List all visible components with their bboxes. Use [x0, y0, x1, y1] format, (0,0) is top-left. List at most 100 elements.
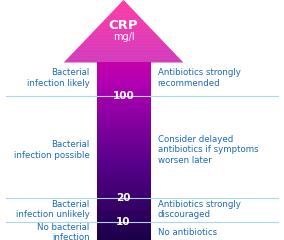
Polygon shape: [97, 219, 151, 220]
Polygon shape: [97, 125, 151, 126]
Polygon shape: [97, 115, 151, 116]
Polygon shape: [97, 79, 151, 80]
Polygon shape: [112, 11, 135, 12]
Polygon shape: [89, 35, 158, 36]
Polygon shape: [97, 103, 151, 104]
Polygon shape: [97, 67, 151, 68]
Polygon shape: [111, 12, 136, 13]
Text: 10: 10: [116, 217, 131, 227]
Polygon shape: [86, 39, 161, 40]
Polygon shape: [97, 237, 151, 238]
Text: 100: 100: [113, 91, 134, 101]
Polygon shape: [97, 226, 151, 227]
Polygon shape: [97, 223, 151, 224]
Polygon shape: [97, 66, 151, 67]
Polygon shape: [97, 154, 151, 155]
Polygon shape: [97, 185, 151, 186]
Polygon shape: [97, 63, 151, 64]
Polygon shape: [118, 5, 129, 6]
Polygon shape: [97, 111, 151, 112]
Polygon shape: [97, 75, 151, 76]
Text: Antibiotics strongly
recommended: Antibiotics strongly recommended: [158, 68, 241, 88]
Polygon shape: [116, 7, 131, 8]
Polygon shape: [72, 53, 175, 54]
Polygon shape: [97, 88, 151, 89]
Polygon shape: [97, 193, 151, 194]
Polygon shape: [97, 217, 151, 218]
Polygon shape: [98, 26, 149, 27]
Polygon shape: [109, 14, 138, 15]
Polygon shape: [97, 160, 151, 161]
Polygon shape: [97, 130, 151, 131]
Polygon shape: [97, 215, 151, 216]
Polygon shape: [97, 186, 151, 187]
Polygon shape: [85, 40, 162, 41]
Polygon shape: [97, 122, 151, 123]
Polygon shape: [97, 85, 151, 86]
Polygon shape: [97, 190, 151, 191]
Polygon shape: [97, 212, 151, 213]
Polygon shape: [74, 51, 173, 52]
Polygon shape: [91, 33, 156, 34]
Polygon shape: [97, 161, 151, 162]
Polygon shape: [97, 123, 151, 124]
Polygon shape: [97, 202, 151, 203]
Polygon shape: [99, 25, 148, 26]
Polygon shape: [76, 48, 171, 49]
Polygon shape: [106, 18, 141, 19]
Polygon shape: [97, 124, 151, 125]
Polygon shape: [97, 159, 151, 160]
Polygon shape: [97, 173, 151, 174]
Polygon shape: [92, 32, 155, 33]
Polygon shape: [97, 235, 151, 236]
Polygon shape: [97, 168, 151, 169]
Polygon shape: [97, 213, 151, 214]
Polygon shape: [97, 181, 151, 182]
Text: Antibiotics strongly
discouraged: Antibiotics strongly discouraged: [158, 200, 241, 219]
Polygon shape: [97, 93, 151, 94]
Text: Consider delayed
antibiotics if symptoms
worsen later: Consider delayed antibiotics if symptoms…: [158, 135, 258, 165]
Polygon shape: [103, 21, 144, 22]
Polygon shape: [97, 183, 151, 184]
Polygon shape: [97, 200, 151, 201]
Polygon shape: [97, 149, 151, 150]
Polygon shape: [97, 174, 151, 175]
Polygon shape: [97, 178, 151, 179]
Polygon shape: [97, 147, 151, 148]
Polygon shape: [97, 134, 151, 135]
Polygon shape: [67, 58, 180, 59]
Polygon shape: [76, 49, 171, 50]
Polygon shape: [97, 233, 151, 234]
Polygon shape: [97, 180, 151, 181]
Polygon shape: [97, 127, 151, 128]
Polygon shape: [97, 206, 151, 207]
Polygon shape: [97, 118, 151, 119]
Polygon shape: [97, 117, 151, 118]
Polygon shape: [122, 1, 125, 2]
Polygon shape: [97, 76, 151, 77]
Polygon shape: [97, 94, 151, 95]
Polygon shape: [68, 57, 179, 58]
Polygon shape: [97, 71, 151, 72]
Polygon shape: [97, 84, 151, 85]
Polygon shape: [97, 114, 151, 115]
Text: Bacterial
infection unlikely: Bacterial infection unlikely: [16, 200, 89, 219]
Polygon shape: [97, 86, 151, 87]
Polygon shape: [97, 155, 151, 156]
Polygon shape: [97, 198, 151, 199]
Polygon shape: [97, 216, 151, 217]
Polygon shape: [86, 38, 161, 39]
Polygon shape: [78, 47, 169, 48]
Polygon shape: [97, 72, 151, 73]
Polygon shape: [65, 60, 182, 61]
Polygon shape: [88, 36, 159, 37]
Polygon shape: [97, 153, 151, 154]
Polygon shape: [97, 82, 151, 83]
Polygon shape: [97, 129, 151, 130]
Polygon shape: [102, 22, 145, 23]
Polygon shape: [114, 9, 133, 10]
Polygon shape: [103, 20, 144, 21]
Polygon shape: [97, 27, 150, 28]
Polygon shape: [97, 146, 151, 147]
Polygon shape: [97, 64, 151, 65]
